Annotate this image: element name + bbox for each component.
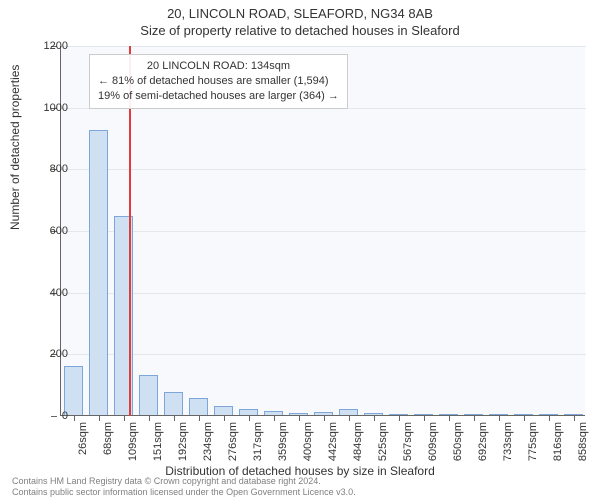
x-tick xyxy=(274,415,275,421)
x-tick-label: 109sqm xyxy=(127,422,139,482)
x-tick xyxy=(224,415,225,421)
y-axis-label: Number of detached properties xyxy=(8,65,22,230)
annotation-line2: ← 81% of detached houses are smaller (1,… xyxy=(98,74,339,89)
x-tick-label: 68sqm xyxy=(102,422,114,482)
x-tick-label: 400sqm xyxy=(302,422,314,482)
x-tick xyxy=(549,415,550,421)
x-tick-label: 359sqm xyxy=(277,422,289,482)
x-tick-label: 816sqm xyxy=(552,422,564,482)
annotation-line3: 19% of semi-detached houses are larger (… xyxy=(98,89,339,104)
x-tick-label: 151sqm xyxy=(152,422,164,482)
x-tick xyxy=(524,415,525,421)
x-tick-label: 858sqm xyxy=(577,422,589,482)
x-tick-label: 525sqm xyxy=(377,422,389,482)
x-tick-label: 276sqm xyxy=(227,422,239,482)
bar xyxy=(89,130,109,415)
x-tick-label: 775sqm xyxy=(527,422,539,482)
x-tick-label: 317sqm xyxy=(252,422,264,482)
x-tick xyxy=(324,415,325,421)
bar xyxy=(64,366,84,415)
x-tick-label: 192sqm xyxy=(177,422,189,482)
y-tick-label: 600 xyxy=(28,225,68,237)
x-tick xyxy=(74,415,75,421)
bar xyxy=(164,392,184,415)
page-title: 20, LINCOLN ROAD, SLEAFORD, NG34 8AB xyxy=(0,0,600,21)
x-tick-label: 567sqm xyxy=(402,422,414,482)
x-tick xyxy=(474,415,475,421)
copyright-line2: Contains public sector information licen… xyxy=(12,487,356,498)
bar xyxy=(139,375,159,415)
gridline xyxy=(61,354,586,355)
x-tick xyxy=(99,415,100,421)
bar xyxy=(214,406,234,415)
x-tick-label: 484sqm xyxy=(352,422,364,482)
y-tick-label: 1200 xyxy=(28,40,68,52)
x-tick xyxy=(399,415,400,421)
bar xyxy=(189,398,209,415)
x-tick-label: 733sqm xyxy=(502,422,514,482)
x-tick-label: 26sqm xyxy=(77,422,89,482)
x-tick xyxy=(424,415,425,421)
x-tick xyxy=(374,415,375,421)
x-tick xyxy=(174,415,175,421)
y-tick-label: 200 xyxy=(28,348,68,360)
x-tick xyxy=(299,415,300,421)
x-tick-label: 650sqm xyxy=(452,422,464,482)
x-tick xyxy=(349,415,350,421)
annotation-line1: 20 LINCOLN ROAD: 134sqm xyxy=(98,59,339,74)
y-tick-label: 800 xyxy=(28,163,68,175)
x-tick-label: 609sqm xyxy=(427,422,439,482)
gridline xyxy=(61,231,586,232)
x-tick-label: 234sqm xyxy=(202,422,214,482)
x-tick-label: 442sqm xyxy=(327,422,339,482)
page-subtitle: Size of property relative to detached ho… xyxy=(0,21,600,38)
gridline xyxy=(61,293,586,294)
y-tick-label: 1000 xyxy=(28,102,68,114)
x-tick xyxy=(149,415,150,421)
annotation-box: 20 LINCOLN ROAD: 134sqm ← 81% of detache… xyxy=(89,54,348,109)
x-tick xyxy=(449,415,450,421)
y-tick-label: 400 xyxy=(28,287,68,299)
plot-area: 20 LINCOLN ROAD: 134sqm ← 81% of detache… xyxy=(60,46,585,416)
chart-area: 20 LINCOLN ROAD: 134sqm ← 81% of detache… xyxy=(60,46,585,416)
x-tick xyxy=(499,415,500,421)
x-tick xyxy=(124,415,125,421)
chart-container: 20, LINCOLN ROAD, SLEAFORD, NG34 8AB Siz… xyxy=(0,0,600,500)
x-tick xyxy=(199,415,200,421)
x-tick xyxy=(574,415,575,421)
y-tick-label: 0 xyxy=(28,410,68,422)
x-tick xyxy=(249,415,250,421)
x-tick-label: 692sqm xyxy=(477,422,489,482)
gridline xyxy=(61,169,586,170)
gridline xyxy=(61,46,586,47)
